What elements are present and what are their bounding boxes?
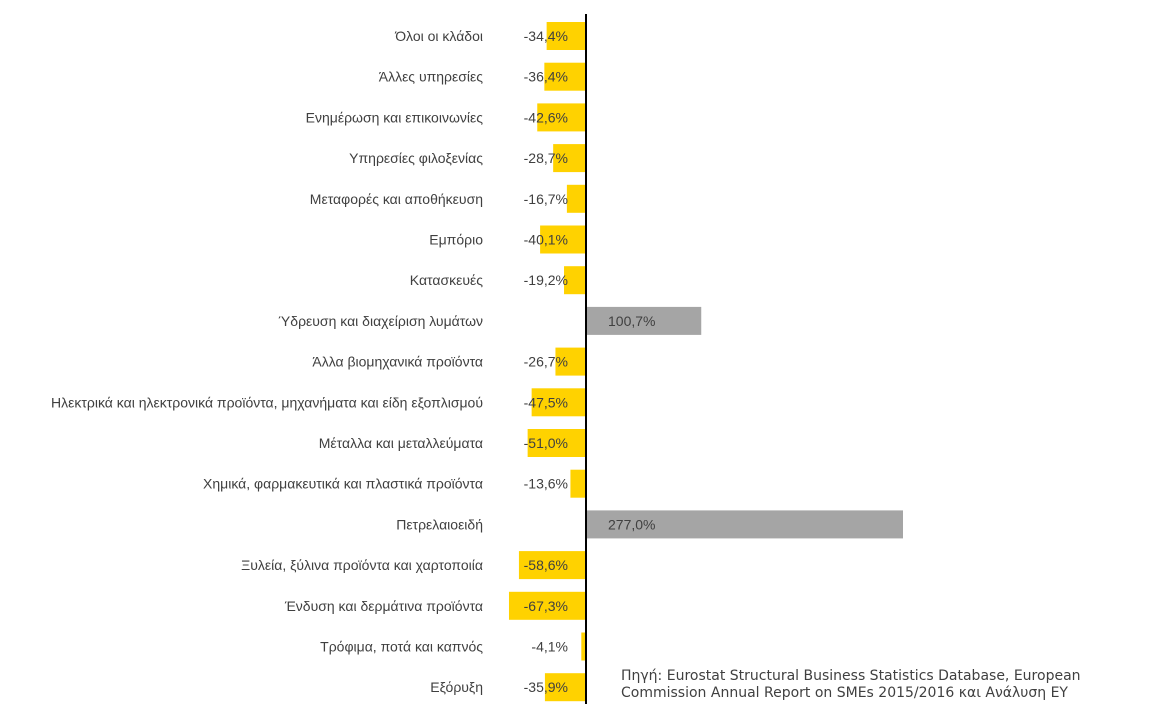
value-label: -47,5% [524,394,568,410]
bar [586,510,903,539]
value-label: -42,6% [524,109,568,125]
category-label: Κατασκευές [410,272,483,288]
value-label: -28,7% [524,150,568,166]
value-label: -26,7% [524,354,568,370]
value-label: -16,7% [524,191,568,207]
bar [566,184,586,213]
value-label: 277,0% [608,516,655,532]
value-label: 100,7% [608,313,655,329]
category-label: Ένδυση και δερμάτινα προϊόντα [284,598,483,614]
bars-layer [508,22,903,702]
category-label: Μέταλλα και μεταλλεύματα [319,435,483,451]
bar [537,103,586,132]
category-label: Όλοι οι κλάδοι [394,28,483,44]
bar [531,388,586,417]
category-label: Άλλες υπηρεσίες [379,69,484,85]
value-label: -35,9% [524,679,568,695]
bar [540,225,586,254]
bar [508,591,586,620]
bar [581,632,586,661]
value-label: -4,1% [531,639,568,655]
category-label: Τρόφιμα, ποτά και καπνός [320,639,483,655]
value-label: -40,1% [524,232,568,248]
category-label: Ξυλεία, ξύλινα προϊόντα και χαρτοποιία [241,557,483,573]
bar [544,673,586,702]
category-label: Χημικά, φαρμακευτικά και πλαστικά προϊόν… [203,476,483,492]
category-label: Εξόρυξη [430,679,483,695]
category-label: Μεταφορές και αποθήκευση [310,191,483,207]
category-label: Ύδρευση και διαχείριση λυμάτων [278,313,483,329]
value-label: -67,3% [524,598,568,614]
category-label: Πετρελαιοειδή [396,516,483,532]
bar [546,22,586,50]
labels-layer: Όλοι οι κλάδοι -34,4% Άλλες υπηρεσίες -36,4… [51,28,655,695]
bar [544,62,586,91]
bar [555,347,586,376]
category-label: Ενημέρωση και επικοινωνίες [306,109,484,125]
value-label: -36,4% [524,69,568,85]
value-label: -13,6% [524,476,568,492]
bar [586,306,702,335]
bar [570,469,586,498]
bar [553,144,586,173]
bar [527,429,586,457]
category-label: Εμπόριο [429,232,483,248]
category-label: Ηλεκτρικά και ηλεκτρονικά προϊόντα, μηχα… [51,394,483,410]
source-note-line-1: Πηγή: Eurostat Structural Business Stati… [621,668,1081,684]
category-label: Υπηρεσίες φιλοξενίας [349,150,483,166]
source-note-line-2: Commission Annual Report on SMEs 2015/20… [621,685,1068,701]
bar [518,551,586,580]
value-label: -34,4% [524,28,568,44]
value-label: -19,2% [524,272,568,288]
category-label: Άλλα βιομηχανικά προϊόντα [312,354,483,370]
source-note: Πηγή: Eurostat Structural Business Stati… [621,668,1081,702]
value-label: -51,0% [524,435,568,451]
bar [564,266,586,295]
value-label: -58,6% [524,557,568,573]
